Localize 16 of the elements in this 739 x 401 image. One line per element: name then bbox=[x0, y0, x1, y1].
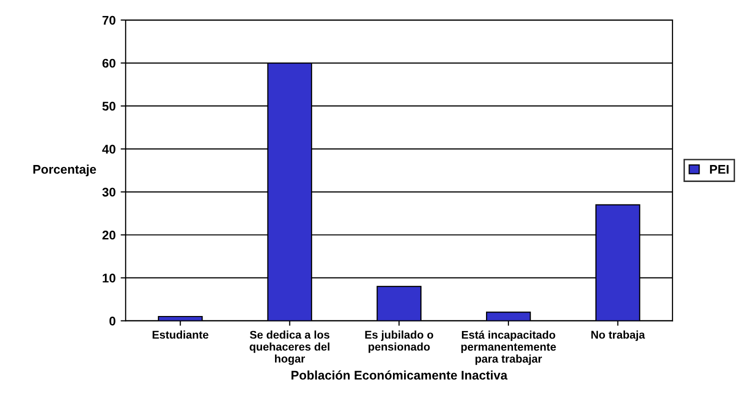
y-tick-label: 20 bbox=[102, 230, 116, 240]
x-tick-label: Estudiante bbox=[152, 330, 208, 339]
x-tick-label: Es jubilado o pensionado bbox=[365, 330, 434, 353]
y-tick-label: 10 bbox=[102, 274, 116, 282]
x-axis-title: Población Económicamente Inactiva bbox=[292, 370, 508, 380]
y-tick-label: 50 bbox=[102, 102, 116, 111]
x-tick-label: Está incapacitado permanentemente para trabajar bbox=[461, 330, 556, 365]
y-axis-title: Porcentaje bbox=[33, 164, 96, 176]
y-tick-label: 30 bbox=[102, 188, 116, 197]
y-tick-label: 60 bbox=[102, 58, 116, 68]
y-tick-label: 40 bbox=[102, 144, 116, 154]
x-tick-label: No trabaja bbox=[591, 330, 646, 341]
y-tick-label: 70 bbox=[102, 16, 116, 25]
y-tick-label: 0 bbox=[109, 316, 116, 326]
legend-label: PEI bbox=[710, 165, 729, 174]
x-tick-label: Se dedica a los quehaceres del hogar bbox=[250, 330, 330, 365]
